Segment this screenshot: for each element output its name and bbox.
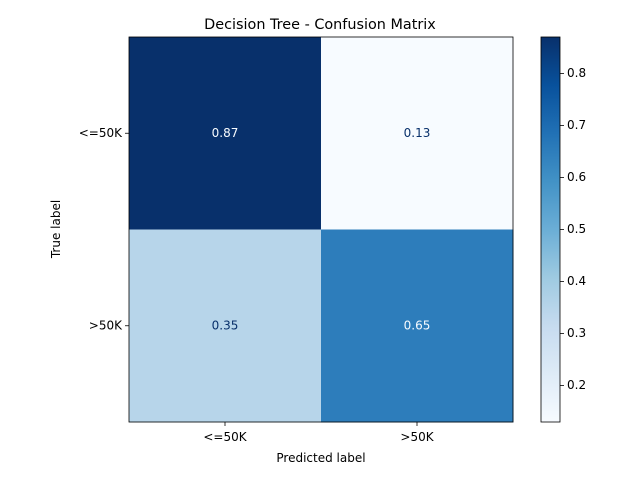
x-tick-label: <=50K — [203, 430, 247, 444]
colorbar-tick-label: 0.6 — [567, 170, 586, 184]
cell-value-label: 0.87 — [212, 126, 239, 140]
cell-value-label: 0.65 — [404, 318, 431, 332]
chart-title: Decision Tree - Confusion Matrix — [204, 17, 436, 33]
heatmap-cell — [129, 229, 322, 423]
y-axis-label: True label — [49, 200, 63, 259]
y-tick-label: <=50K — [79, 126, 123, 140]
colorbar-ticks: 0.2 0.3 0.4 0.5 0.6 0.7 0.8 — [560, 66, 586, 392]
colorbar — [540, 36, 561, 423]
colorbar-tick-label: 0.8 — [567, 66, 586, 80]
x-tick-label: >50K — [400, 430, 434, 444]
heatmap-cell-labels: 0.87 0.13 0.35 0.65 — [212, 126, 431, 333]
cell-value-label: 0.13 — [404, 126, 431, 140]
colorbar-tick-label: 0.3 — [567, 326, 586, 340]
y-axis-ticks: <=50K >50K — [79, 126, 129, 332]
heatmap-cell — [321, 37, 514, 230]
colorbar-tick-label: 0.7 — [567, 118, 586, 132]
colorbar-tick-label: 0.5 — [567, 222, 586, 236]
heatmap-cell — [129, 37, 322, 230]
x-axis-ticks: <=50K >50K — [203, 422, 435, 444]
x-axis-label: Predicted label — [276, 451, 365, 465]
colorbar-tick-label: 0.4 — [567, 274, 586, 288]
colorbar-tick-label: 0.2 — [567, 378, 586, 392]
heatmap-cells — [129, 37, 514, 423]
plot-frame — [128, 36, 514, 423]
heatmap-cell — [321, 229, 514, 423]
cell-value-label: 0.35 — [212, 318, 239, 332]
y-tick-label: >50K — [89, 318, 123, 332]
